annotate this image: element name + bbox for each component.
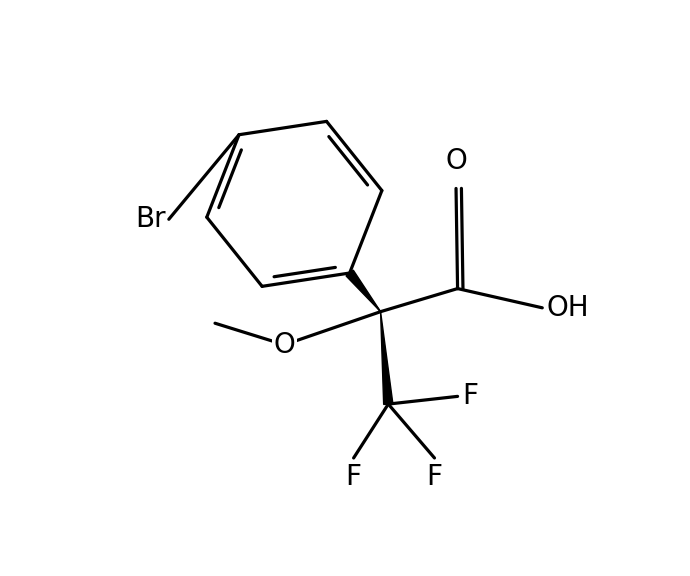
Polygon shape [350,273,381,312]
Text: F: F [462,382,478,410]
Text: O: O [445,147,467,175]
Text: F: F [426,463,442,491]
Text: F: F [346,463,362,491]
Text: OH: OH [546,294,589,322]
Polygon shape [381,312,393,404]
Text: O: O [273,331,295,359]
Polygon shape [346,270,381,312]
Text: Br: Br [135,205,166,233]
